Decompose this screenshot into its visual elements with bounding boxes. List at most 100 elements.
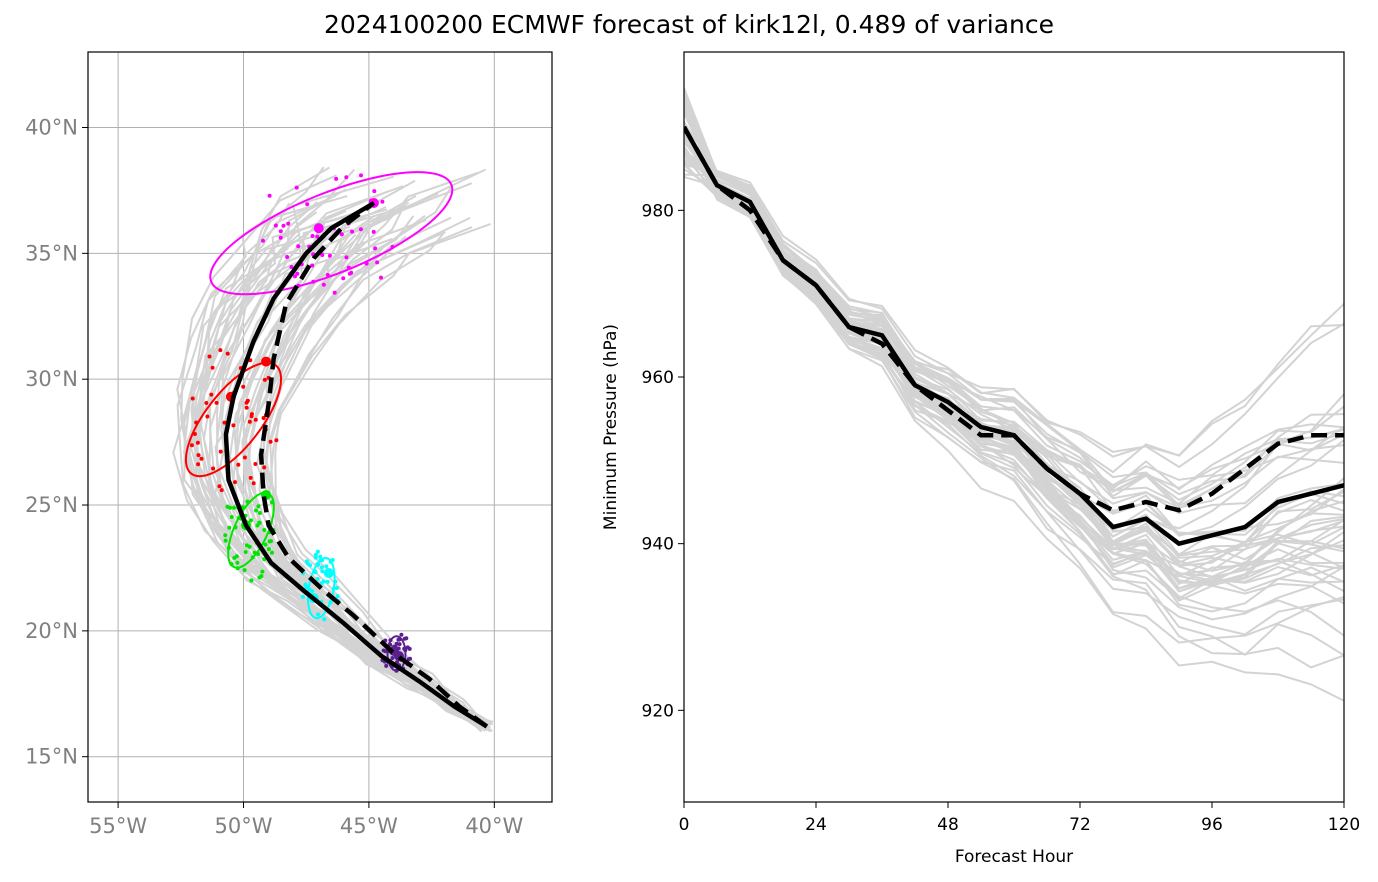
member-position-dot xyxy=(261,416,266,420)
ensemble-member-track xyxy=(197,206,494,723)
cluster-ellipse xyxy=(209,171,454,296)
member-position-dot xyxy=(211,466,216,471)
member-position-dot xyxy=(248,475,253,480)
member-position-dot xyxy=(266,547,271,552)
member-position-dot xyxy=(229,515,234,519)
member-position-dot xyxy=(310,234,315,238)
cluster-mean-dot xyxy=(261,356,272,367)
y-tick-label: 940 xyxy=(642,535,674,555)
member-position-dot xyxy=(249,412,254,417)
solid-mean-track xyxy=(223,201,488,729)
member-position-dot xyxy=(217,484,222,489)
member-position-dot xyxy=(242,455,247,460)
member-position-dot xyxy=(300,594,305,599)
member-position-dot xyxy=(293,274,297,279)
member-position-dot xyxy=(225,504,230,509)
member-position-dot xyxy=(257,520,262,525)
member-position-dot xyxy=(235,560,240,565)
member-position-dot xyxy=(334,176,339,181)
map-lat-tick-label: 25°N xyxy=(25,493,78,517)
member-position-dot xyxy=(281,223,286,228)
member-position-dot xyxy=(233,480,237,485)
dashed-mean-track xyxy=(258,201,489,729)
member-position-dot xyxy=(273,223,278,228)
member-position-dot xyxy=(262,557,267,562)
ensemble-pressure-line xyxy=(684,149,1344,491)
x-tick-label: 72 xyxy=(1069,815,1091,835)
ensemble-member-track xyxy=(193,209,493,733)
member-position-dot xyxy=(263,542,268,547)
member-position-dot xyxy=(269,539,273,544)
x-tick-label: 24 xyxy=(805,815,827,835)
member-position-dot xyxy=(222,420,227,425)
cluster-mean-dot xyxy=(323,567,334,578)
member-position-dot xyxy=(358,227,363,232)
member-position-dot xyxy=(372,189,377,194)
member-position-dot xyxy=(257,575,262,580)
x-axis-label: Forecast Hour xyxy=(955,847,1073,867)
x-tick-label: 96 xyxy=(1201,815,1223,835)
map-lat-tick-label: 40°N xyxy=(25,116,78,140)
member-position-dot xyxy=(262,528,267,532)
member-position-dot xyxy=(219,488,224,493)
cluster-ellipse xyxy=(184,361,283,478)
member-position-dot xyxy=(321,579,326,584)
member-position-dot xyxy=(210,365,215,370)
pressure-chart-panel: 0 24 48 72 96 120 920 940 960 980 Forecast Hour M… xyxy=(601,51,1360,867)
member-position-dot xyxy=(313,552,318,557)
member-position-dot xyxy=(249,578,254,583)
member-position-dot xyxy=(341,276,346,281)
member-position-dot xyxy=(256,504,261,509)
member-position-dot xyxy=(344,255,349,260)
member-position-dot xyxy=(189,443,194,448)
member-position-dot xyxy=(305,202,310,207)
mean-pressure-lines xyxy=(684,125,1344,547)
member-position-dot xyxy=(380,199,385,204)
cluster-ellipse xyxy=(386,635,407,672)
member-position-dot xyxy=(214,400,219,405)
member-position-dot xyxy=(254,508,258,513)
map-background xyxy=(88,52,552,802)
member-position-dot xyxy=(267,193,272,198)
member-position-dot xyxy=(209,392,214,397)
member-position-dot xyxy=(397,642,402,647)
mean-tracks xyxy=(223,201,489,729)
pressure-chart-frame xyxy=(683,51,1345,803)
member-position-dot xyxy=(320,569,325,574)
member-position-dot xyxy=(324,564,329,569)
y-axis-label: Minimum Pressure (hPa) xyxy=(601,324,621,530)
ensemble-pressure-line xyxy=(684,106,1344,502)
member-position-dot xyxy=(261,238,265,243)
member-position-dot xyxy=(253,462,258,466)
y-tick-label: 980 xyxy=(642,201,674,221)
member-position-dot xyxy=(322,617,327,622)
member-position-dot xyxy=(255,523,260,528)
member-position-dot xyxy=(295,271,300,276)
member-position-dot xyxy=(315,577,320,581)
ensemble-member-track xyxy=(262,171,488,723)
ensemble-member-track xyxy=(242,195,490,731)
ensemble-pressure-line xyxy=(684,93,1344,530)
track-map-panel: 55°W 50°W 45°W 40°W 15°N 20°N 25°N 30°N 35°N 40°N xyxy=(25,51,553,838)
member-position-dot xyxy=(318,554,323,559)
member-position-dot xyxy=(262,377,267,382)
member-position-dot xyxy=(232,505,236,510)
member-position-dot xyxy=(383,649,388,654)
member-position-dot xyxy=(402,636,407,641)
member-position-dot xyxy=(225,351,230,356)
member-position-dot xyxy=(218,348,223,353)
map-lon-tick-label: 45°W xyxy=(340,814,398,838)
member-position-dot xyxy=(223,538,228,543)
member-position-dot xyxy=(319,565,324,570)
member-position-dot xyxy=(247,419,252,424)
member-position-dot xyxy=(241,384,246,389)
member-position-dot xyxy=(196,453,201,458)
member-position-dot xyxy=(286,221,291,226)
member-position-dot xyxy=(405,645,410,650)
figure-title: 2024100200 ECMWF forecast of kirk12l, 0.… xyxy=(324,10,1054,39)
member-position-dot xyxy=(260,569,265,574)
member-position-dot xyxy=(243,550,248,554)
y-tick-label: 920 xyxy=(642,701,674,721)
member-position-dot xyxy=(262,465,267,470)
